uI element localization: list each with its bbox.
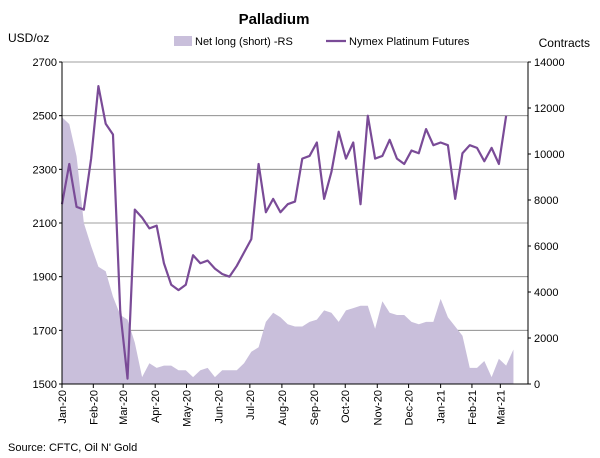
chart-title: Palladium — [239, 11, 310, 28]
legend-label-net-long: Net long (short) -RS — [195, 36, 293, 48]
x-tick-label: Jan-21 — [436, 390, 448, 424]
source-note: Source: CFTC, Oil N' Gold — [8, 442, 137, 454]
left-axis-unit: USD/oz — [8, 31, 49, 45]
right-tick-label: 6000 — [534, 241, 558, 253]
left-tick-label: 1900 — [33, 272, 57, 284]
right-tick-label: 0 — [534, 379, 540, 391]
x-tick-label: Mar-21 — [495, 390, 507, 425]
right-tick-label: 8000 — [534, 195, 558, 207]
right-tick-label: 14000 — [534, 57, 565, 69]
right-tick-label: 4000 — [534, 287, 558, 299]
right-tick-label: 12000 — [534, 103, 565, 115]
axes — [59, 61, 531, 388]
left-tick-label: 2500 — [33, 111, 57, 123]
left-tick-label: 2300 — [33, 164, 57, 176]
x-tick-label: Feb-20 — [88, 390, 100, 425]
left-tick-label: 1700 — [33, 325, 57, 337]
platinum-futures-line — [60, 85, 508, 380]
legend-swatch-area — [174, 36, 192, 46]
x-tick-labels: Jan-20 Feb-20 Mar-20 Apr-20 May-20 Jun-20 Jul-… — [57, 390, 507, 427]
x-tick-label: Jun-20 — [214, 390, 226, 424]
left-tick-label: 1500 — [33, 379, 57, 391]
x-tick-label: Sep-20 — [309, 390, 321, 425]
x-tick-label: Apr-20 — [150, 390, 162, 423]
x-tick-label: Jul-20 — [245, 390, 257, 420]
line-series — [60, 85, 508, 380]
x-tick-label: May-20 — [182, 390, 194, 427]
right-tick-labels: 0 2000 4000 6000 8000 10000 12000 14000 — [534, 57, 565, 391]
x-tick-label: Oct-20 — [340, 390, 352, 423]
left-tick-labels: 1500 1700 1900 2100 2300 2500 2700 — [33, 57, 57, 391]
legend: Net long (short) -RS Nymex Platinum Futu… — [174, 36, 470, 48]
x-tick-label: Aug-20 — [277, 390, 289, 425]
left-tick-label: 2700 — [33, 57, 57, 69]
x-tick-label: Dec-20 — [404, 390, 416, 425]
legend-label-platinum: Nymex Platinum Futures — [349, 36, 470, 48]
x-tick-label: Nov-20 — [372, 390, 384, 425]
right-tick-label: 2000 — [534, 333, 558, 345]
right-axis-unit: Contracts — [539, 36, 590, 50]
x-tick-label: Jan-20 — [57, 390, 69, 424]
area-series — [62, 117, 514, 384]
x-tick-label: Mar-20 — [118, 390, 130, 425]
net-long-area — [62, 117, 514, 384]
right-tick-label: 10000 — [534, 149, 565, 161]
left-tick-label: 2100 — [33, 218, 57, 230]
x-tick-label: Feb-21 — [467, 390, 479, 425]
